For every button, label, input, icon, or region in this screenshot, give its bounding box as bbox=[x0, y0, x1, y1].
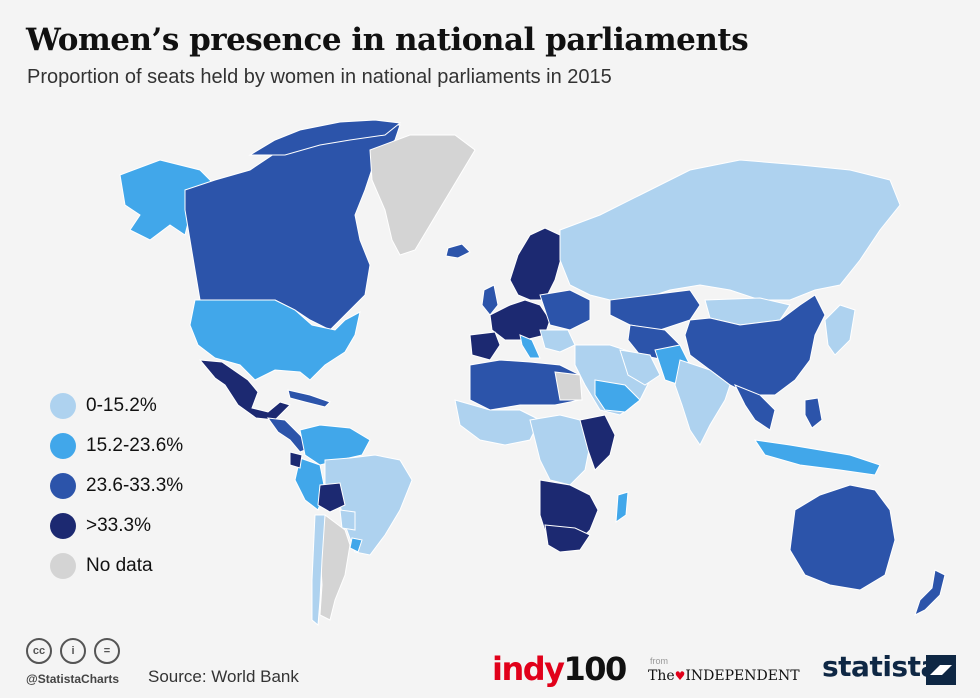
twitter-handle[interactable]: @StatistaCharts bbox=[26, 672, 120, 686]
legend-swatch bbox=[50, 553, 76, 579]
region-south-africa bbox=[544, 524, 591, 553]
legend-item: 15.2-23.6% bbox=[50, 426, 183, 466]
region-canada-islands bbox=[248, 119, 402, 156]
region-southeast-asia bbox=[733, 384, 776, 431]
attribution-icon[interactable]: i bbox=[60, 638, 86, 664]
legend-swatch bbox=[50, 473, 76, 499]
legend-swatch bbox=[50, 433, 76, 459]
footer: cc i = @StatistaCharts Source: World Ban… bbox=[0, 630, 980, 698]
region-western-europe bbox=[489, 299, 551, 341]
region-ecuador bbox=[289, 451, 303, 469]
region-uruguay bbox=[349, 537, 363, 553]
eagle-icon: ♥ bbox=[674, 669, 686, 683]
legend-swatch bbox=[50, 393, 76, 419]
legend-item: >33.3% bbox=[50, 506, 183, 546]
legend-item: 23.6-33.3% bbox=[50, 466, 183, 506]
statista-logo-text[interactable]: statista bbox=[822, 650, 939, 683]
from-label: from bbox=[650, 656, 668, 666]
independent-logo[interactable]: The♥INDEPENDENT bbox=[648, 668, 800, 684]
indy-number: 100 bbox=[563, 650, 628, 688]
region-libya bbox=[554, 371, 583, 401]
region-scandinavia bbox=[509, 227, 563, 301]
region-italy bbox=[519, 334, 541, 359]
region-peru bbox=[294, 457, 326, 511]
legend-label: 15.2-23.6% bbox=[86, 435, 184, 456]
indy-brand: indy bbox=[492, 650, 565, 688]
region-alaska bbox=[119, 159, 216, 241]
region-australia bbox=[789, 484, 896, 591]
legend: 0-15.2% 15.2-23.6% 23.6-33.3% >33.3% No … bbox=[50, 386, 183, 586]
no-derivatives-icon[interactable]: = bbox=[94, 638, 120, 664]
cc-icon[interactable]: cc bbox=[26, 638, 52, 664]
independent-prefix: The bbox=[648, 668, 675, 684]
region-argentina bbox=[319, 514, 351, 621]
region-usa bbox=[189, 299, 361, 381]
legend-item: 0-15.2% bbox=[50, 386, 183, 426]
region-iran bbox=[619, 349, 661, 386]
region-madagascar bbox=[615, 491, 629, 524]
license-icons: cc i = bbox=[26, 638, 120, 664]
region-chile bbox=[311, 514, 326, 627]
region-caribbean bbox=[287, 389, 331, 408]
independent-name: INDEPENDENT bbox=[685, 668, 800, 684]
region-canada bbox=[184, 124, 401, 331]
region-mexico bbox=[198, 359, 291, 421]
region-russia bbox=[559, 159, 901, 301]
legend-swatch bbox=[50, 513, 76, 539]
region-india bbox=[674, 359, 731, 446]
region-new-zealand bbox=[914, 569, 946, 616]
region-indonesia bbox=[753, 439, 881, 476]
chart-subtitle: Proportion of seats held by women in nat… bbox=[27, 66, 612, 88]
legend-item: No data bbox=[50, 546, 183, 586]
indy100-logo[interactable]: indy100 bbox=[492, 650, 628, 688]
region-east-africa bbox=[579, 414, 616, 471]
region-greenland bbox=[369, 134, 476, 256]
region-bolivia bbox=[317, 482, 346, 513]
region-balkans bbox=[539, 329, 576, 353]
region-uk bbox=[481, 284, 499, 316]
statista-logo-icon[interactable] bbox=[926, 655, 956, 685]
region-colombia-venezuela bbox=[299, 424, 371, 466]
chart-title: Women’s presence in national parliaments bbox=[26, 22, 749, 58]
region-central-africa bbox=[529, 414, 591, 486]
region-saudi-arabia bbox=[594, 379, 641, 413]
region-paraguay bbox=[339, 509, 356, 531]
legend-label: 0-15.2% bbox=[86, 395, 157, 416]
region-iceland bbox=[445, 243, 471, 259]
legend-label: No data bbox=[86, 555, 153, 576]
region-china bbox=[684, 294, 826, 396]
legend-label: 23.6-33.3% bbox=[86, 475, 184, 496]
region-philippines bbox=[804, 397, 823, 429]
legend-label: >33.3% bbox=[86, 515, 151, 536]
region-west-africa bbox=[454, 399, 541, 446]
region-eastern-europe bbox=[539, 289, 591, 331]
region-iberia bbox=[469, 331, 501, 361]
source-note: Source: World Bank bbox=[148, 667, 299, 686]
region-korea-japan bbox=[824, 304, 856, 356]
